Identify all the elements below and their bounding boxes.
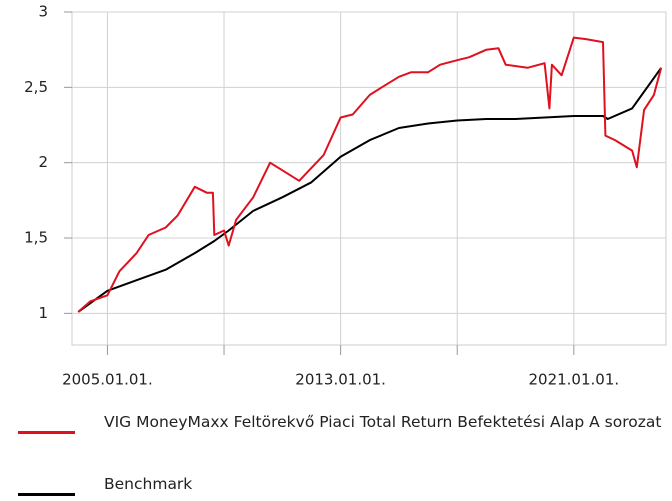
chart: 1 1,5 2 2,5 3 2005.01.01. 2013.01.01. 2021.01.0…	[24, 3, 667, 389]
series-line	[77, 36, 663, 313]
x-tick-label: 2005.01.01.	[62, 371, 153, 389]
y-tick-label: 2	[38, 153, 48, 171]
y-tick-label: 1	[38, 304, 48, 322]
plot-area	[71, 11, 667, 346]
legend-label: Benchmark	[104, 475, 193, 493]
legend-swatch	[18, 493, 75, 496]
x-tick-label: 2013.01.01.	[295, 371, 386, 389]
x-tick-label: 2021.01.01.	[528, 371, 619, 389]
y-tick-label: 1,5	[24, 229, 48, 247]
legend-label: VIG MoneyMaxx Feltörekvő Piaci Total Ret…	[104, 413, 662, 431]
series-line	[77, 67, 663, 313]
y-tick-label: 3	[38, 3, 48, 21]
y-tick-label: 2,5	[24, 78, 48, 96]
legend-swatch	[18, 431, 75, 434]
